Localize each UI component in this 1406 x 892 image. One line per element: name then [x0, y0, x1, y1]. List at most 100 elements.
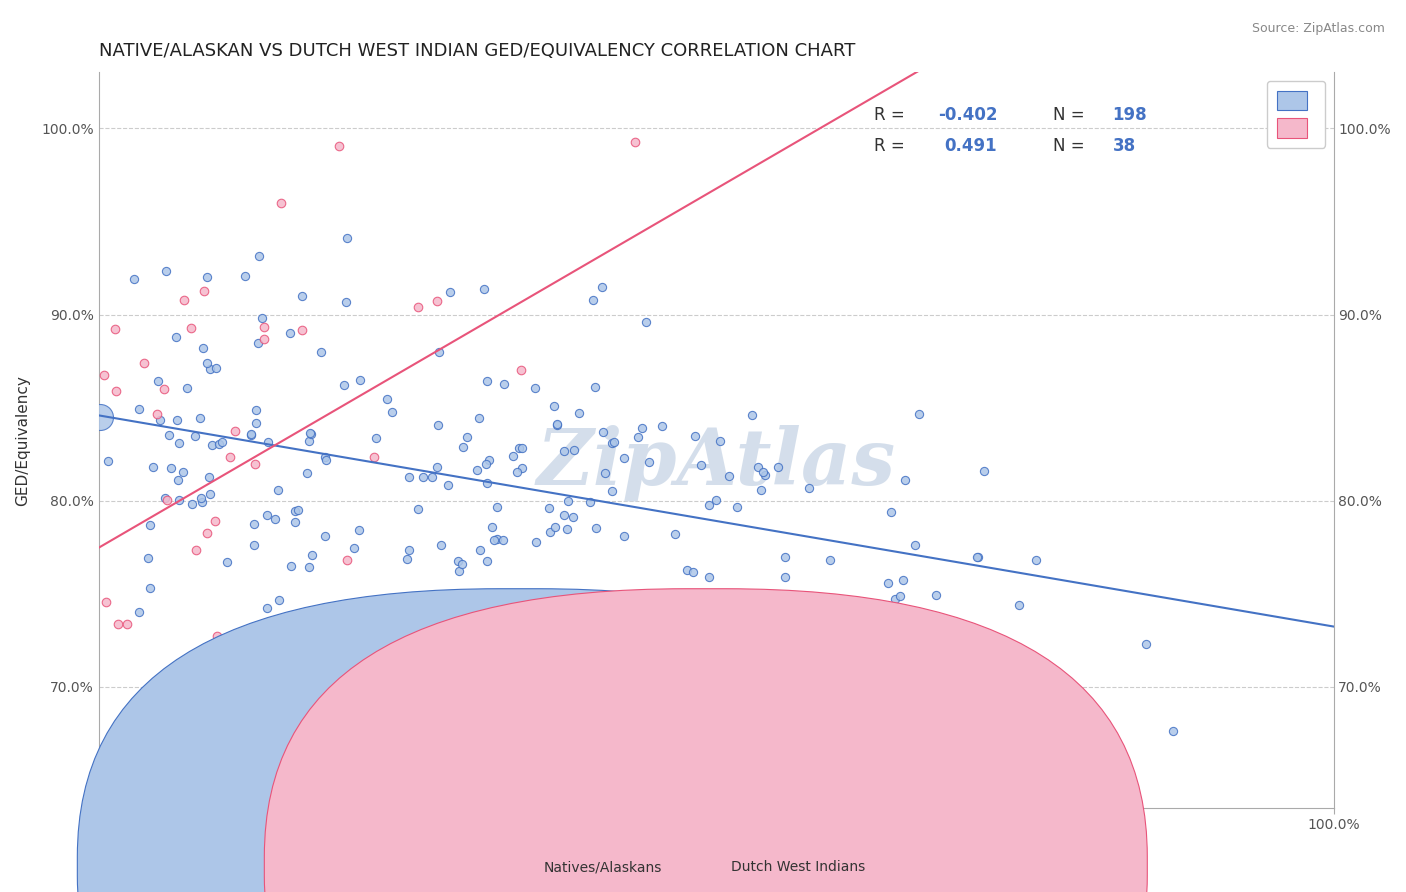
Point: [524, 381, 547, 395]
Point: [349, 373, 371, 387]
Point: [184, 428, 207, 442]
Point: [299, 426, 322, 441]
Point: [243, 516, 266, 531]
Point: [406, 300, 429, 314]
Point: [697, 570, 720, 584]
Point: [243, 538, 266, 552]
Point: [475, 457, 498, 471]
Point: [427, 418, 450, 433]
Point: [349, 523, 371, 537]
Point: [429, 538, 451, 552]
Point: [211, 434, 233, 449]
Point: [309, 345, 332, 359]
Point: [880, 505, 903, 519]
Point: [200, 361, 222, 376]
Text: Natives/Alaskans: Natives/Alaskans: [544, 860, 662, 874]
Point: [398, 469, 420, 483]
Point: [510, 363, 533, 377]
Point: [165, 330, 187, 344]
Point: [245, 403, 267, 417]
Point: [709, 434, 731, 448]
Point: [776, 692, 799, 706]
Point: [166, 473, 188, 487]
Point: [1008, 598, 1031, 612]
Point: [747, 460, 769, 475]
Point: [314, 450, 336, 464]
Point: [208, 437, 231, 451]
Point: [128, 401, 150, 416]
Point: [546, 417, 568, 432]
Point: [298, 560, 321, 574]
Point: [585, 520, 607, 534]
Point: [412, 470, 434, 484]
Point: [115, 617, 138, 632]
Point: [224, 425, 246, 439]
Point: [426, 459, 449, 474]
Point: [201, 438, 224, 452]
Point: [256, 601, 278, 615]
Point: [683, 429, 706, 443]
Point: [153, 764, 176, 778]
Point: [420, 470, 443, 484]
Text: N =: N =: [1053, 106, 1090, 124]
Point: [967, 549, 990, 564]
Point: [128, 605, 150, 619]
Point: [603, 435, 626, 450]
Y-axis label: GED/Equivalency: GED/Equivalency: [15, 375, 30, 506]
Text: -0.402: -0.402: [938, 106, 998, 124]
Point: [889, 589, 911, 603]
Point: [173, 293, 195, 308]
Point: [925, 588, 948, 602]
Point: [343, 541, 366, 556]
Point: [336, 552, 359, 566]
Point: [89, 409, 111, 424]
Point: [602, 436, 624, 450]
Point: [195, 270, 218, 285]
Point: [741, 409, 763, 423]
Point: [624, 135, 647, 149]
Point: [651, 419, 673, 434]
Point: [544, 520, 567, 534]
Point: [481, 520, 503, 534]
Point: [198, 469, 221, 483]
Point: [267, 593, 290, 607]
Text: R =: R =: [875, 106, 910, 124]
Point: [166, 413, 188, 427]
Point: [366, 431, 388, 445]
Point: [314, 529, 336, 543]
Point: [752, 465, 775, 479]
Point: [508, 607, 530, 621]
Point: [593, 467, 616, 481]
Point: [205, 360, 228, 375]
Point: [139, 581, 162, 595]
Point: [181, 497, 204, 511]
Text: R =: R =: [875, 137, 915, 155]
Point: [583, 380, 606, 394]
Point: [973, 464, 995, 478]
Text: N =: N =: [1053, 137, 1090, 155]
Point: [676, 563, 699, 577]
Point: [122, 272, 145, 286]
Point: [478, 453, 501, 467]
Point: [637, 455, 659, 469]
Point: [631, 421, 654, 435]
Point: [94, 595, 117, 609]
Point: [537, 500, 560, 515]
Point: [93, 368, 115, 383]
Point: [960, 714, 983, 728]
Point: [426, 293, 449, 308]
Point: [449, 564, 471, 578]
Text: 38: 38: [1112, 137, 1136, 155]
Point: [877, 576, 900, 591]
Point: [891, 574, 914, 588]
Point: [195, 356, 218, 370]
Point: [247, 249, 270, 263]
Point: [613, 529, 636, 543]
Point: [546, 417, 568, 431]
Point: [180, 321, 202, 335]
Point: [634, 315, 657, 329]
Point: [697, 498, 720, 512]
Point: [508, 442, 530, 456]
Point: [146, 407, 169, 421]
Point: [245, 416, 267, 430]
